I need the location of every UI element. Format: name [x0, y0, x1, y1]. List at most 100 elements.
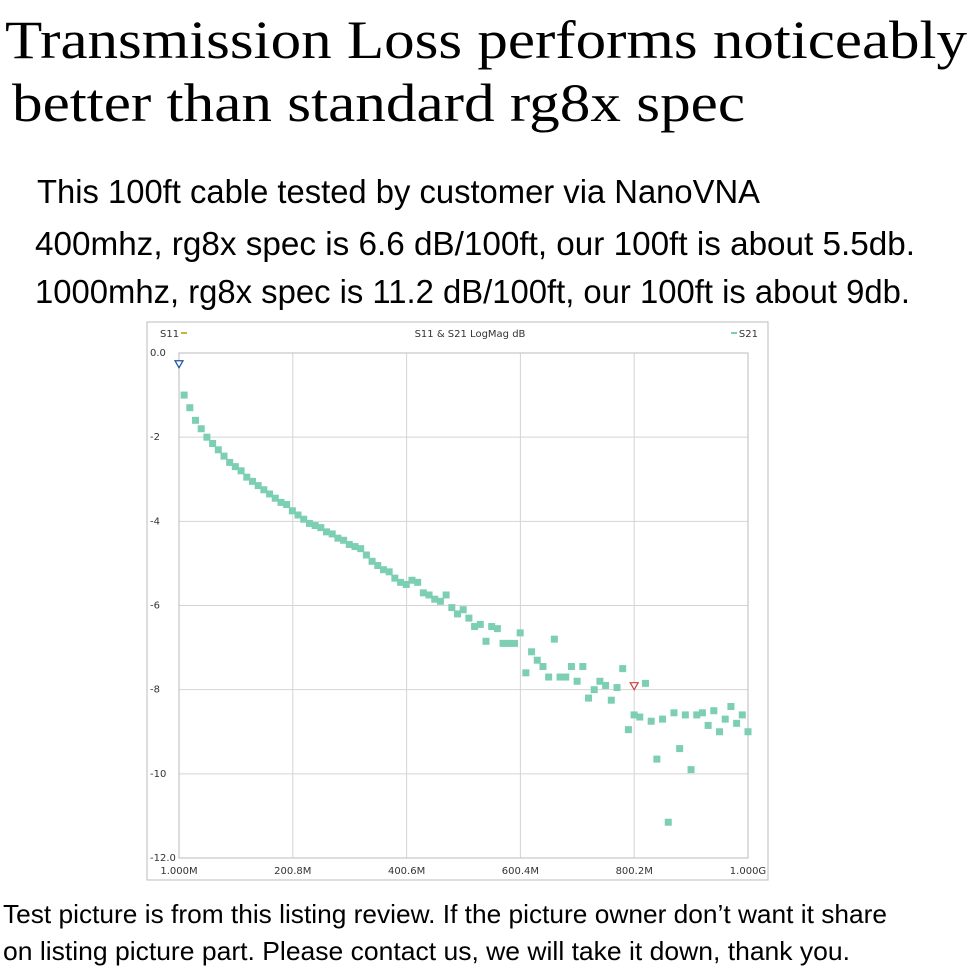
data-point: [186, 404, 194, 412]
data-point: [328, 530, 336, 538]
legend-label: S21: [739, 329, 758, 340]
headline: Transmission Loss performs noticeably: [5, 10, 967, 70]
data-point: [630, 711, 638, 719]
data-point: [721, 715, 729, 723]
data-point: [448, 604, 456, 612]
marker: [629, 682, 640, 691]
data-point: [379, 566, 387, 574]
plot-area: [178, 352, 749, 859]
data-point: [283, 501, 291, 508]
data-point: [607, 696, 615, 704]
data-point: [528, 648, 536, 656]
data-point: [197, 425, 205, 433]
data-point: [556, 673, 564, 681]
data-point: [419, 589, 427, 597]
data-point: [226, 458, 234, 466]
data-point: [402, 580, 410, 588]
data-point: [397, 578, 405, 586]
data-point: [248, 477, 256, 485]
data-point: [305, 519, 313, 527]
x-tick-label: 800.2M: [616, 866, 653, 877]
legend-label: S11: [160, 329, 179, 340]
description: 400mhz, rg8x spec is 6.6 dB/100ft, our 1…: [35, 225, 915, 262]
data-point: [613, 684, 621, 692]
data-point: [738, 711, 746, 719]
marker: [173, 360, 185, 369]
data-point: [505, 639, 513, 647]
data-point: [636, 713, 644, 721]
data-point: [522, 669, 530, 677]
data-point: [653, 755, 661, 763]
data-point: [260, 486, 268, 494]
y-tick-label: -4: [150, 516, 160, 527]
chart-title: S11 & S21 LogMag dB: [415, 329, 526, 340]
data-point: [391, 574, 399, 582]
data-point: [414, 578, 422, 586]
data-point: [334, 534, 342, 542]
x-tick-label: 600.4M: [502, 866, 539, 877]
data-point: [357, 545, 365, 553]
data-point: [374, 562, 382, 570]
data-point: [579, 663, 587, 671]
data-point: [454, 610, 462, 618]
footer-text: on listing picture part. Please contact …: [3, 936, 850, 966]
data-point: [254, 482, 262, 490]
data-point: [624, 726, 632, 734]
headline: better than standard rg8x spec: [12, 73, 745, 133]
data-point: [533, 656, 541, 664]
data-point: [659, 715, 667, 723]
data-point: [271, 494, 279, 502]
data-point: [482, 637, 490, 645]
data-point: [214, 446, 222, 454]
data-point: [698, 709, 706, 717]
data-point: [744, 728, 752, 736]
data-point: [266, 490, 274, 498]
footer-text: Test picture is from this listing review…: [3, 899, 887, 929]
data-point: [385, 568, 393, 576]
data-point: [641, 679, 649, 687]
data-point: [203, 433, 211, 441]
data-point: [590, 686, 598, 694]
data-point: [704, 721, 712, 729]
description: This 100ft cable tested by customer via …: [37, 173, 760, 210]
x-tick-label: 1.000M: [160, 866, 197, 877]
data-point: [493, 625, 501, 633]
data-point: [471, 623, 479, 631]
data-point: [436, 597, 444, 605]
data-point: [277, 498, 285, 506]
data-point: [499, 639, 507, 647]
data-point: [317, 524, 325, 532]
data-point: [693, 711, 701, 719]
data-point: [670, 709, 678, 717]
data-point: [231, 463, 239, 471]
data-point: [243, 473, 251, 481]
data-point: [311, 522, 319, 530]
data-point: [510, 639, 518, 647]
data-point: [431, 595, 439, 603]
data-point: [300, 515, 308, 523]
data-point: [351, 543, 359, 551]
data-point: [340, 536, 348, 544]
data-point: [180, 391, 188, 399]
description: 1000mhz, rg8x spec is 11.2 dB/100ft, our…: [35, 273, 910, 310]
data-point: [585, 694, 593, 702]
data-point: [488, 623, 496, 631]
x-tick-label: 200.8M: [274, 866, 311, 877]
data-point: [442, 591, 450, 599]
data-point: [710, 707, 718, 715]
data-point: [562, 673, 570, 681]
data-point: [425, 591, 433, 599]
data-point: [727, 703, 735, 710]
data-point: [459, 606, 467, 614]
x-tick-label: 400.6M: [388, 866, 425, 877]
x-tick-label: 1.000G: [730, 866, 766, 877]
data-point: [664, 818, 672, 826]
y-tick-label: -12.0: [150, 853, 176, 864]
data-point: [209, 439, 217, 447]
data-point: [220, 452, 228, 460]
data-point: [362, 551, 370, 559]
data-point: [573, 677, 581, 685]
y-tick-label: -10: [150, 769, 166, 780]
data-point: [602, 681, 610, 689]
